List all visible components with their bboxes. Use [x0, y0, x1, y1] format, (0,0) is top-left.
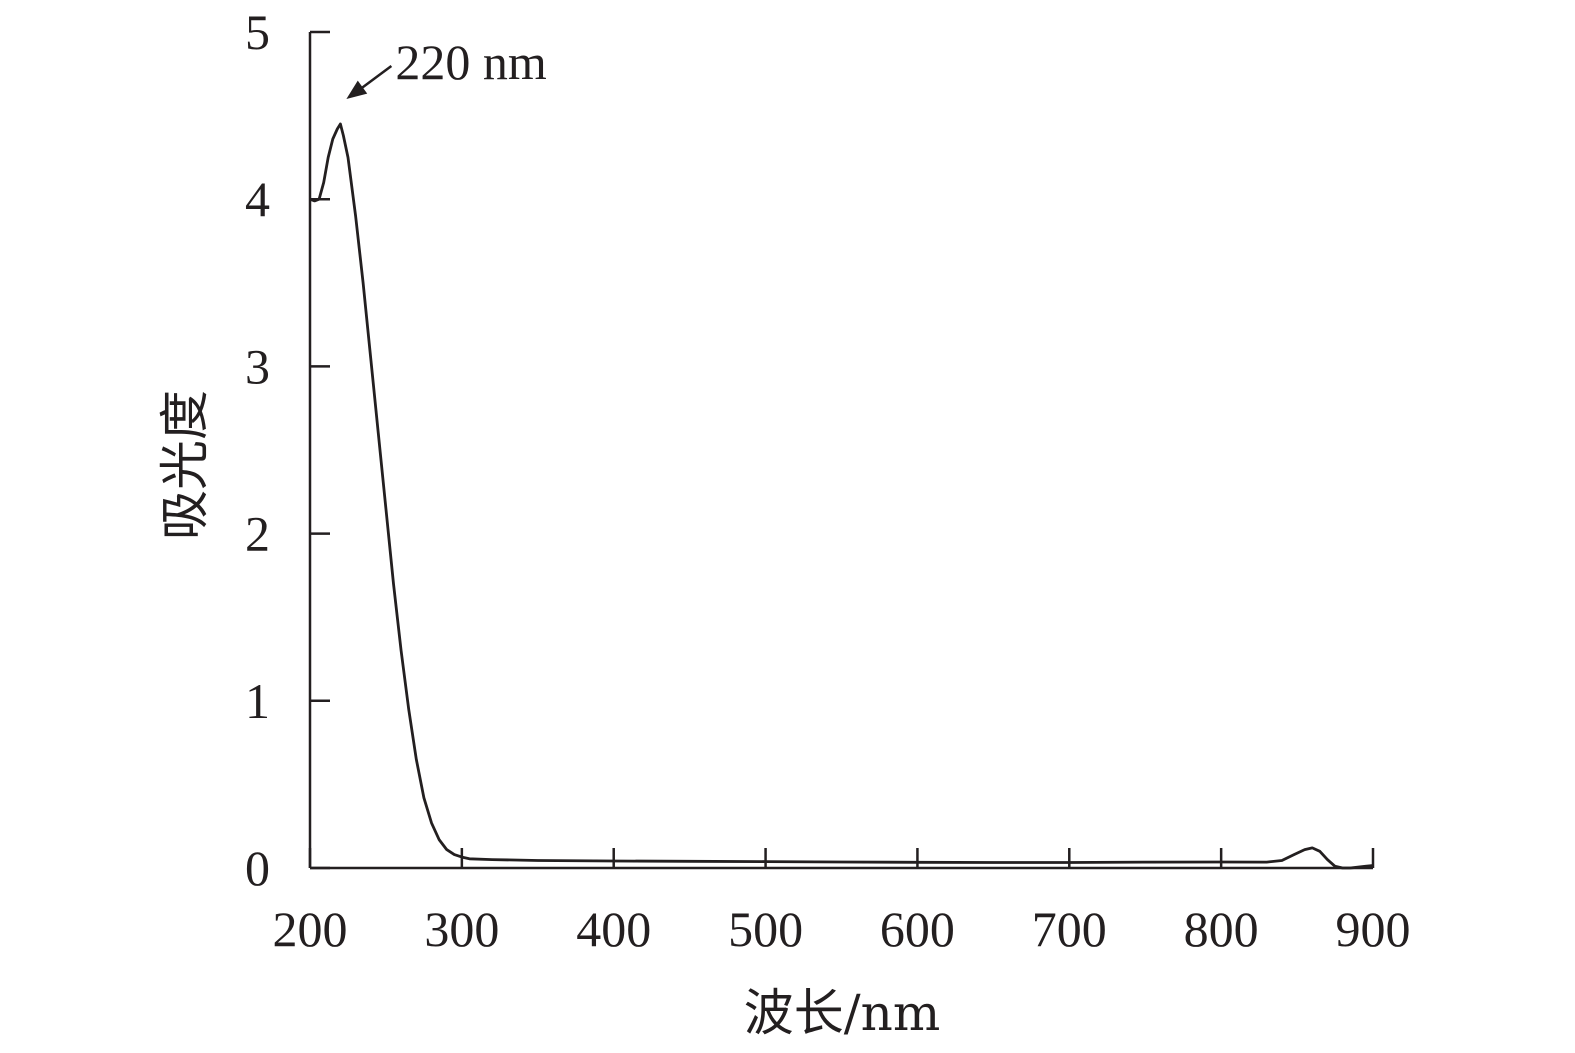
x-tick-label: 400	[576, 901, 651, 957]
series-line	[309, 122, 1374, 870]
y-tick-label: 2	[245, 506, 270, 562]
y-axis-title: 吸光度	[156, 390, 214, 540]
x-axis-title: 波长/nm	[744, 984, 940, 1042]
y-tick-label: 4	[245, 171, 270, 227]
ticks: 200 300 400 500 600 700 800 900 0 1 2 3 4 5	[245, 4, 1411, 957]
y-tick-label: 0	[245, 840, 270, 896]
y-tick-label: 3	[245, 338, 270, 394]
x-tick-label: 700	[1032, 901, 1107, 957]
annotation-arrowhead	[346, 80, 368, 99]
x-tick-label: 900	[1336, 901, 1411, 957]
y-tick-label: 1	[245, 673, 270, 729]
annotation-label: 220 nm	[395, 34, 547, 90]
y-tick-label: 5	[245, 4, 270, 60]
x-tick-label: 200	[273, 901, 348, 957]
x-tick-label: 600	[880, 901, 955, 957]
axes	[308, 32, 1373, 870]
x-tick-label: 300	[424, 901, 499, 957]
series-group	[309, 122, 1374, 870]
x-tick-label: 500	[728, 901, 803, 957]
x-tick-label: 800	[1184, 901, 1259, 957]
annotations: 220 nm	[346, 34, 547, 99]
